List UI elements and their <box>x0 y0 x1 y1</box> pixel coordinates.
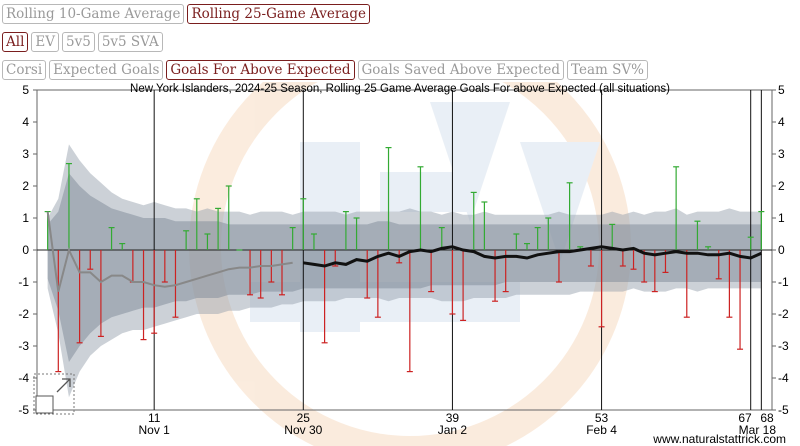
metric-option-button[interactable]: Goals For Above Expected <box>166 60 355 80</box>
x-date-label: Nov 30 <box>284 423 322 437</box>
y-tick-label-right: 3 <box>778 147 785 161</box>
y-tick-label-right: -4 <box>778 371 789 385</box>
rolling-average-line-partial <box>46 211 293 292</box>
averaging-option-button[interactable]: Rolling 10-Game Average <box>2 4 185 24</box>
y-tick-label-right: 0 <box>778 243 785 257</box>
y-tick-label-right: -2 <box>778 307 789 321</box>
y-tick-label-right: -5 <box>778 403 789 417</box>
metric-option-button[interactable]: Goals Saved Above Expected <box>357 60 565 80</box>
x-date-label: Mar 18 <box>739 423 777 437</box>
y-tick-label-left: 3 <box>22 147 29 161</box>
metric-toggle-group: Corsi Expected Goals Goals For Above Expec… <box>2 60 648 80</box>
x-tick-label: 67 <box>738 411 752 425</box>
x-tick-label: 39 <box>446 411 460 425</box>
y-tick-label-left: -5 <box>18 403 29 417</box>
x-date-label: Jan 2 <box>438 423 468 437</box>
y-tick-label-left: -1 <box>18 275 29 289</box>
rolling-average-line-full <box>303 245 762 268</box>
x-date-label: Nov 1 <box>138 423 170 437</box>
x-tick-label: 11 <box>148 411 161 425</box>
y-tick-label-left: 5 <box>22 83 29 97</box>
y-tick-label-right: -1 <box>778 275 789 289</box>
y-tick-label-right: 4 <box>778 115 785 129</box>
x-tick-label: 53 <box>595 411 609 425</box>
averaging-toggle-group: Rolling 10-Game Average Rolling 25-Game A… <box>2 4 370 24</box>
x-tick-label: 68 <box>760 411 774 425</box>
situation-option-button[interactable]: EV <box>31 32 59 52</box>
y-tick-label-left: 1 <box>22 211 29 225</box>
situation-option-button[interactable]: 5v5 <box>62 32 95 52</box>
y-tick-label-left: 2 <box>22 179 29 193</box>
site-credit: www.naturalstattrick.com <box>652 432 786 446</box>
inner-range-band <box>47 173 762 362</box>
x-date-label: Feb 4 <box>586 423 617 437</box>
situation-toggle-group: All EV 5v5 5v5 SVA <box>2 32 163 52</box>
y-tick-label-right: 2 <box>778 179 785 193</box>
situation-option-button[interactable]: 5v5 SVA <box>97 32 163 52</box>
y-tick-label-left: 0 <box>22 243 29 257</box>
situation-option-button[interactable]: All <box>2 32 29 52</box>
y-tick-label-right: 5 <box>778 83 785 97</box>
y-tick-label-left: -3 <box>18 339 29 353</box>
y-tick-label-right: 1 <box>778 211 785 225</box>
x-tick-label: 25 <box>297 411 311 425</box>
metric-option-button[interactable]: Team SV% <box>567 60 648 80</box>
y-tick-label-left: -2 <box>18 307 29 321</box>
chart-title: New York Islanders, 2024-25 Season, Roll… <box>130 83 670 95</box>
reset-zoom-icon[interactable] <box>33 373 75 415</box>
y-tick-label-left: 4 <box>22 115 29 129</box>
y-tick-label-left: -4 <box>18 371 29 385</box>
metric-option-button[interactable]: Expected Goals <box>49 60 164 80</box>
y-tick-label-right: -3 <box>778 339 789 353</box>
metric-option-button[interactable]: Corsi <box>2 60 47 80</box>
averaging-option-button[interactable]: Rolling 25-Game Average <box>187 4 370 24</box>
